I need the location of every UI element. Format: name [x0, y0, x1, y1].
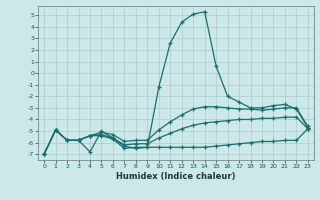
X-axis label: Humidex (Indice chaleur): Humidex (Indice chaleur) [116, 172, 236, 181]
